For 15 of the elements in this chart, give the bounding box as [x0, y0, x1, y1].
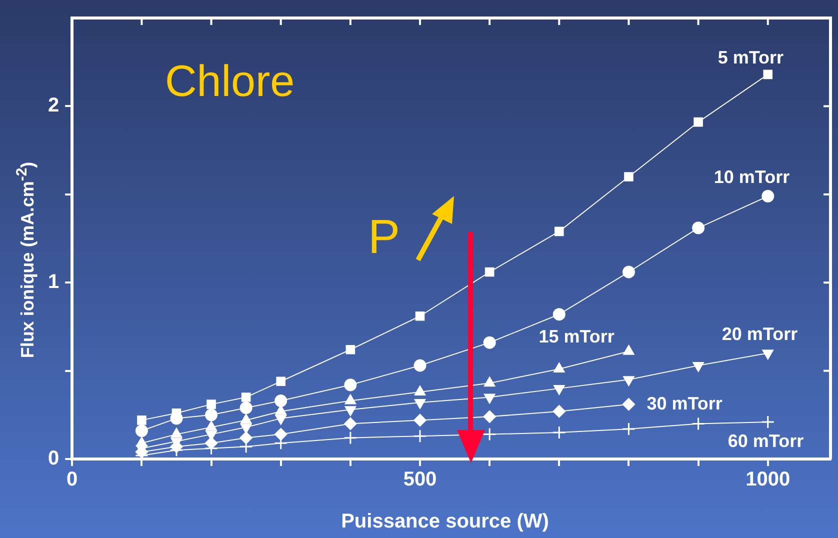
annotation: P	[368, 211, 400, 264]
y-tick-label: 0	[48, 448, 60, 470]
series-label: 30 mTorr	[646, 393, 722, 414]
y-tick-label: 1	[48, 271, 60, 294]
series-label: 10 mTorr	[714, 167, 790, 188]
text: Chlore	[165, 57, 295, 106]
y-tick-label: 2	[48, 94, 60, 117]
series-label: 5 mTorr	[718, 47, 784, 68]
series-label: 60 mTorr	[728, 430, 804, 451]
series-label: 15 mTorr	[538, 326, 614, 346]
series-label: 20 mTorr	[722, 324, 798, 344]
x-tick-label: 0	[66, 468, 78, 491]
x-axis-title: Puissance source (W)	[341, 510, 549, 534]
x-tick-label: 500	[403, 468, 437, 491]
x-tick-label: 1000	[746, 468, 790, 491]
